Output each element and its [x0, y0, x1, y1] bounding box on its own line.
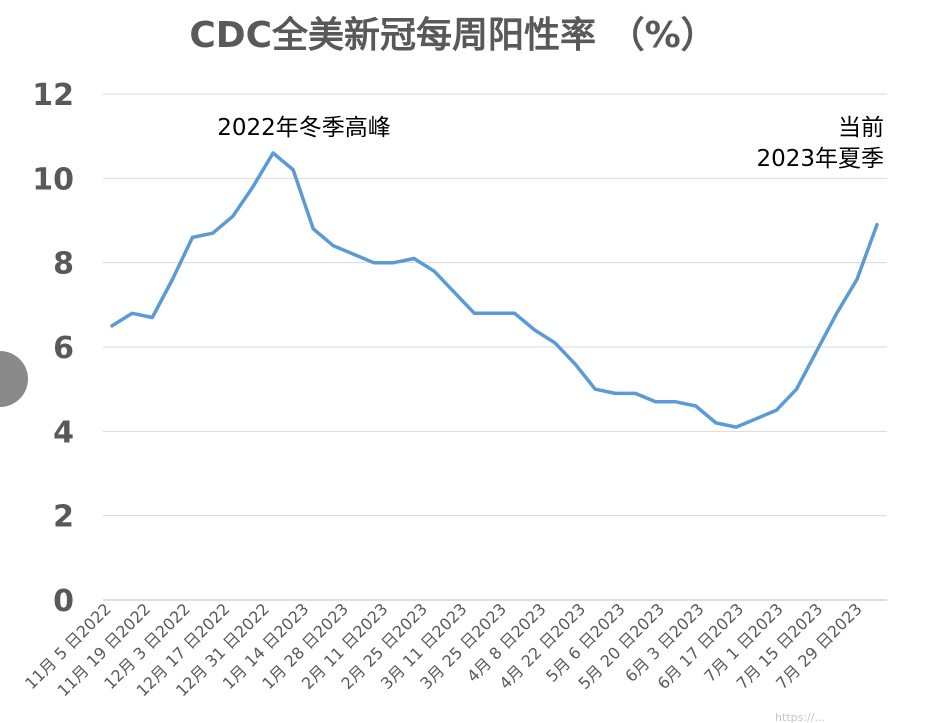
- y-axis: 0 2 4 6 8 10 12: [32, 78, 74, 619]
- y-tick-label: 10: [32, 162, 74, 197]
- data-point: [513, 311, 517, 315]
- y-tick-label: 6: [53, 331, 74, 366]
- data-point: [110, 324, 114, 328]
- data-point: [774, 408, 778, 412]
- data-point: [613, 391, 617, 395]
- data-point: [352, 252, 356, 256]
- chart-title: CDC全美新冠每周阳性率 （%）: [189, 14, 716, 56]
- y-tick-label: 0: [53, 584, 74, 619]
- data-point: [875, 223, 879, 227]
- data-point: [493, 311, 496, 315]
- series-line: [110, 151, 879, 429]
- data-point: [170, 278, 174, 282]
- data-point: [472, 311, 476, 315]
- data-point: [271, 151, 275, 155]
- data-point: [412, 256, 416, 260]
- annotation-current: 2023年夏季: [756, 146, 884, 172]
- data-point: [654, 400, 658, 404]
- data-point: [734, 425, 738, 429]
- data-point: [533, 328, 537, 332]
- data-point: [231, 214, 235, 218]
- data-point: [432, 269, 436, 273]
- y-tick-label: 8: [53, 247, 74, 282]
- y-tick-label: 4: [53, 415, 74, 450]
- data-point: [452, 290, 456, 294]
- annotation-current: 当前: [838, 115, 884, 141]
- data-point: [130, 311, 134, 315]
- data-point: [291, 168, 295, 172]
- gridlines: [103, 93, 887, 601]
- data-point: [311, 227, 315, 231]
- data-point: [794, 387, 798, 391]
- data-point: [593, 387, 597, 391]
- data-point: [694, 404, 698, 408]
- data-point: [372, 261, 376, 265]
- data-point: [855, 278, 859, 282]
- data-point: [331, 244, 335, 248]
- data-point: [633, 391, 637, 395]
- data-point: [573, 362, 577, 366]
- series-group: [110, 151, 879, 429]
- data-point: [553, 341, 557, 345]
- annotations: 2022年冬季高峰 当前 2023年夏季: [217, 115, 884, 172]
- data-point: [754, 417, 758, 421]
- y-tick-label: 12: [32, 78, 74, 113]
- data-point: [714, 421, 718, 425]
- data-point: [251, 185, 255, 189]
- data-point: [835, 311, 839, 315]
- annotation-winter-peak: 2022年冬季高峰: [217, 115, 391, 141]
- data-point: [815, 349, 819, 353]
- y-tick-label: 2: [53, 500, 74, 535]
- data-point: [150, 315, 154, 319]
- data-point: [674, 400, 678, 404]
- watermark: https://...: [775, 711, 825, 723]
- data-point: [211, 231, 215, 235]
- data-point: [392, 261, 396, 265]
- data-point: [191, 235, 195, 239]
